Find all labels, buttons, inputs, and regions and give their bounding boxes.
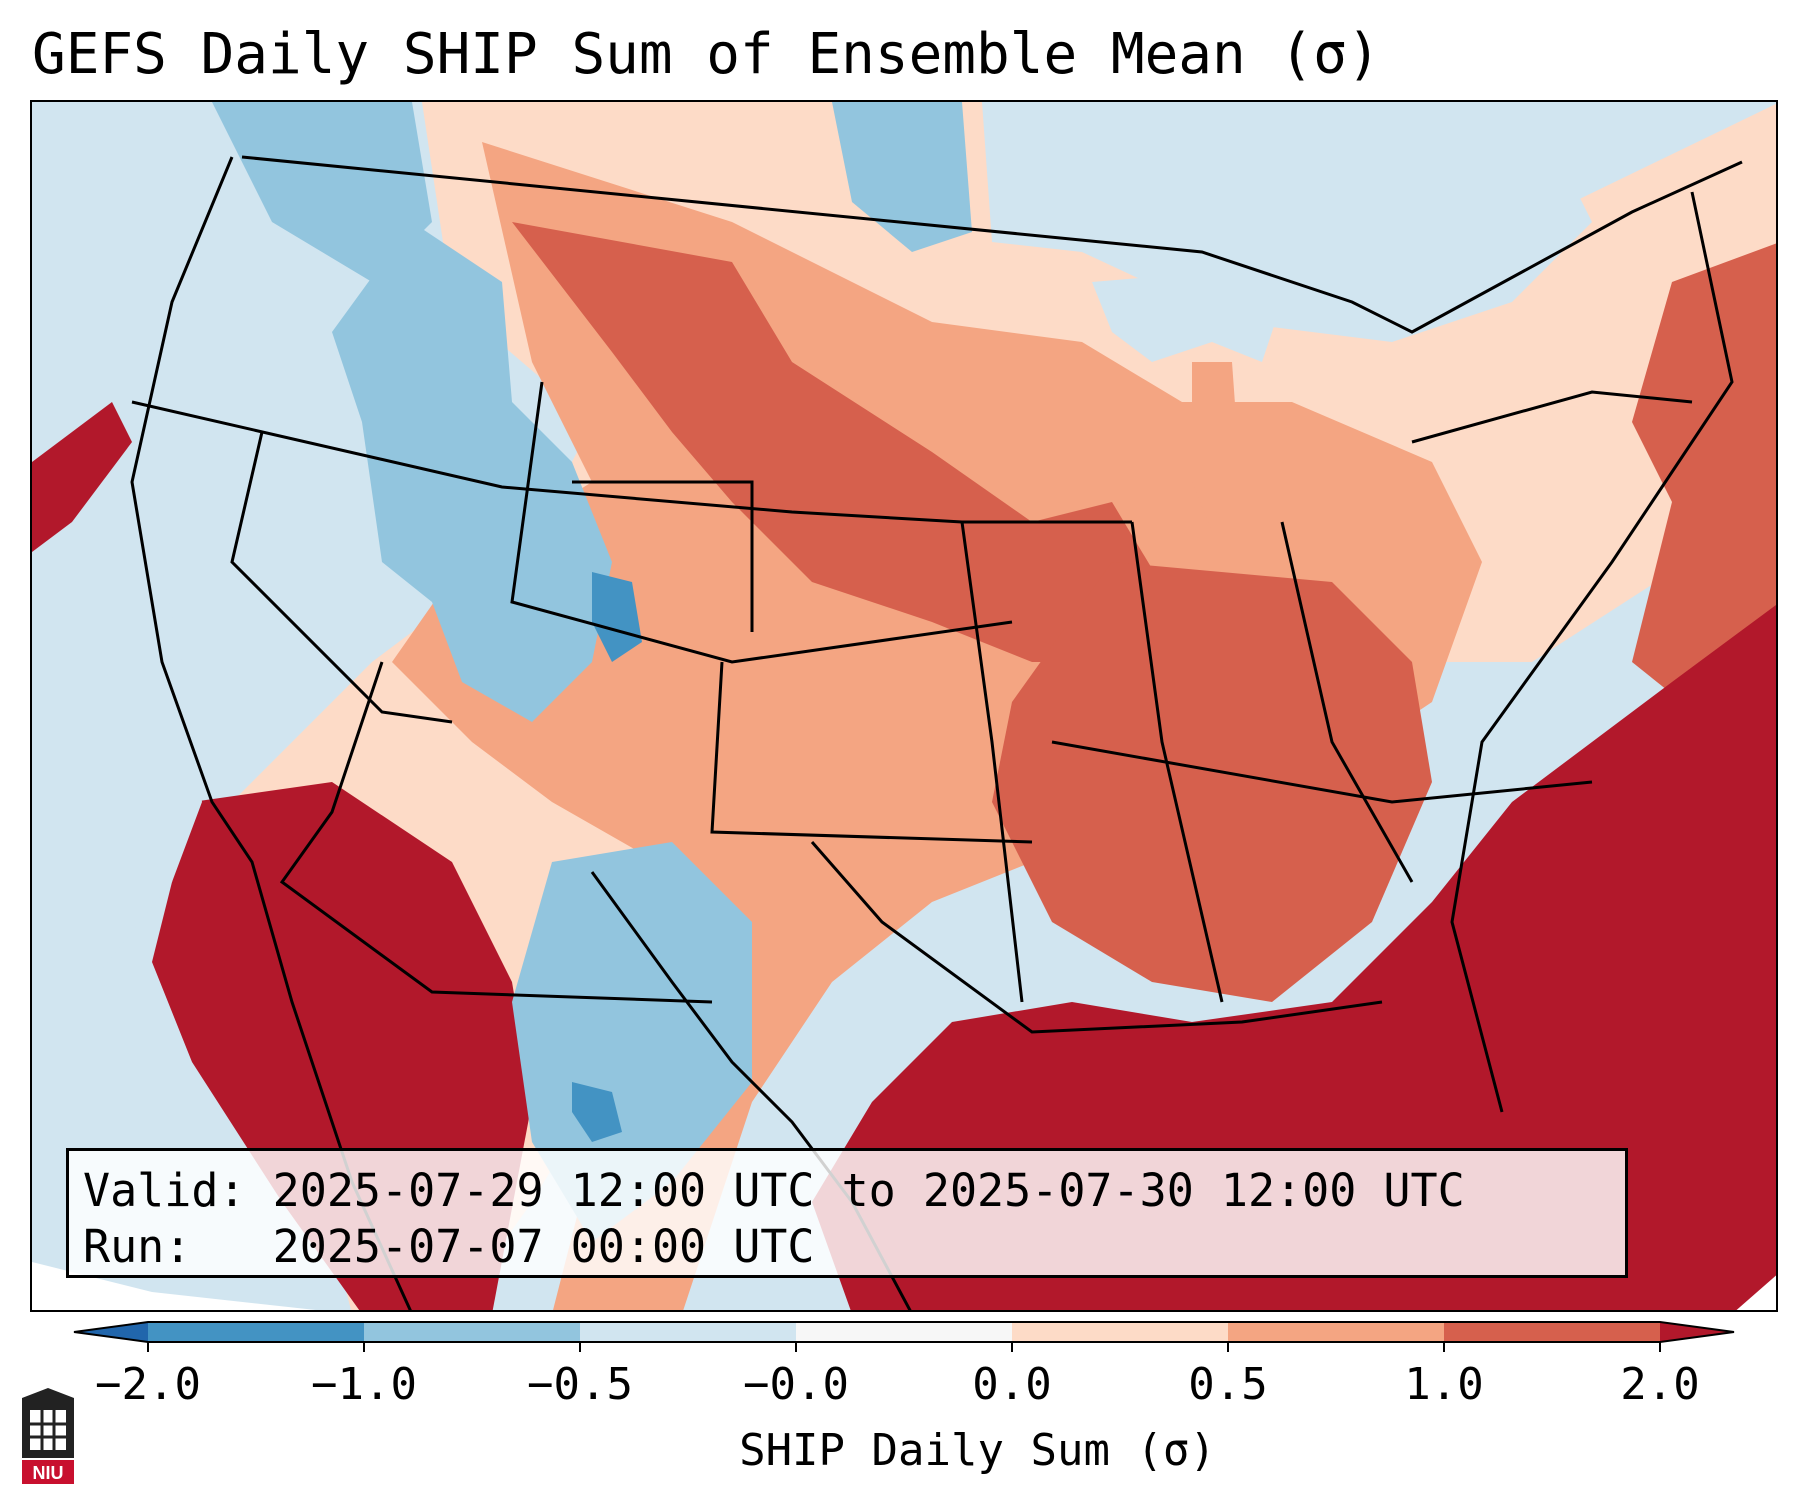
- colorbar-bin: [580, 1322, 796, 1342]
- niu-logo-text: NIU: [33, 1463, 64, 1483]
- colorbar-tick-label: 2.0: [1620, 1359, 1700, 1410]
- map-title: GEFS Daily SHIP Sum of Ensemble Mean (σ): [32, 22, 1381, 87]
- projection-edge-right: [1736, 1275, 1776, 1310]
- colorbar-extend-low: [74, 1322, 148, 1342]
- colorbar-bin: [1012, 1322, 1228, 1342]
- run-time-text: Run: 2025-07-07 00:00 UTC: [83, 1220, 815, 1273]
- colorbar-tick-label: 1.0: [1404, 1359, 1484, 1410]
- colorbar-tick-label: 0.5: [1188, 1359, 1268, 1410]
- colorbar: [73, 1321, 1735, 1352]
- colorbar-tick-label: −0.5: [527, 1359, 633, 1410]
- niu-logo: NIU: [22, 1388, 74, 1484]
- colorbar-bin: [148, 1322, 364, 1342]
- colorbar-label-text: SHIP Daily Sum (σ): [739, 1425, 1216, 1476]
- boundary-lines: [130, 155, 1743, 1310]
- colorbar-tick-label: 0.0: [972, 1359, 1052, 1410]
- valid-time-text: Valid: 2025-07-29 12:00 UTC to 2025-07-3…: [83, 1164, 1465, 1217]
- colorbar-label: SHIP Daily Sum (σ): [0, 1424, 1803, 1478]
- map-canvas: [32, 102, 1776, 1310]
- colorbar-bin: [364, 1322, 580, 1342]
- colorbar-bin: [796, 1322, 1012, 1342]
- colorbar-tick-label: −1.0: [311, 1359, 417, 1410]
- colorbar-bin: [1228, 1322, 1444, 1342]
- colorbar-bin: [1444, 1322, 1660, 1342]
- projection-edge: [32, 1262, 316, 1310]
- colorbar-extend-high: [1660, 1322, 1734, 1342]
- colorbar-tick-label: −2.0: [95, 1359, 201, 1410]
- map-panel: [30, 100, 1778, 1312]
- colorbar-tick-label: −0.0: [743, 1359, 849, 1410]
- valid-run-info-box: Valid: 2025-07-29 12:00 UTC to 2025-07-3…: [66, 1148, 1628, 1278]
